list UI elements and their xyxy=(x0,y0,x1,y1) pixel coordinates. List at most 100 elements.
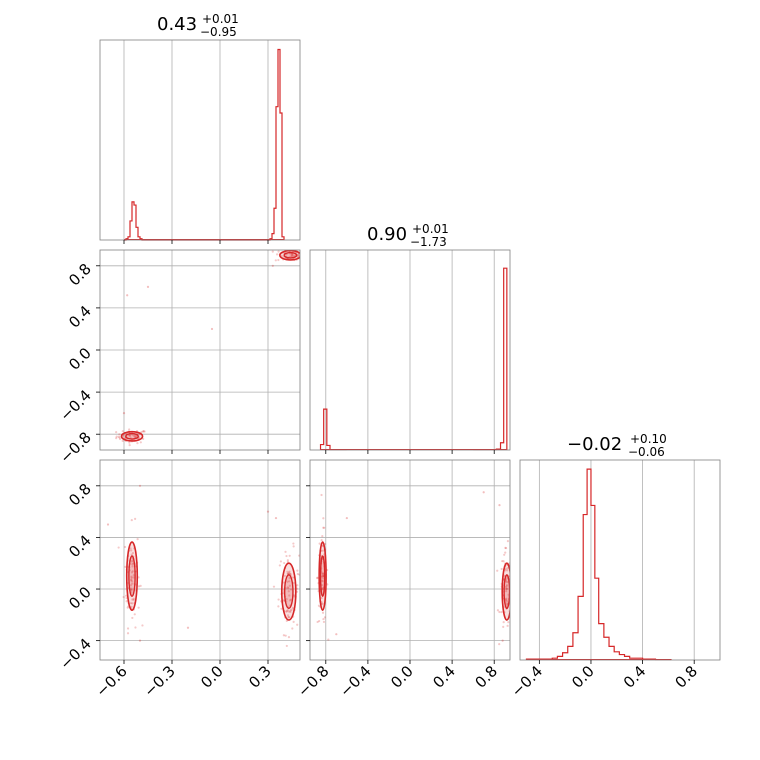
scatter-point xyxy=(320,596,323,600)
scatter-point xyxy=(289,252,292,256)
scatter-point xyxy=(505,597,508,600)
scatter-point xyxy=(131,559,134,562)
data-layer xyxy=(106,48,672,661)
scatter-point xyxy=(127,434,131,437)
scatter-point xyxy=(278,564,281,567)
scatter-point xyxy=(316,576,319,580)
scatter-outlier xyxy=(345,516,348,520)
scatter-point xyxy=(316,620,319,624)
scatter-point xyxy=(286,570,289,573)
title-hist-2-plus: +0.01 xyxy=(412,222,449,236)
scatter-point xyxy=(291,576,294,579)
scatter-outlier xyxy=(122,412,126,415)
title-hist-2-value: 0.90 xyxy=(367,224,407,245)
scatter-point xyxy=(130,553,133,556)
scatter-point xyxy=(118,436,121,439)
scatter-point xyxy=(288,570,291,573)
xtick-label-col3: 0.4 xyxy=(620,662,650,692)
xtick-label-col3: 0.0 xyxy=(568,662,598,692)
contour-outer-1 xyxy=(280,562,297,621)
scatter-point xyxy=(128,434,131,437)
histogram-hist-2 xyxy=(319,267,508,451)
scatter-point xyxy=(291,627,294,630)
scatter-point xyxy=(282,581,285,584)
scatter-point xyxy=(137,606,140,609)
scatter-point xyxy=(129,584,133,587)
scatter-point xyxy=(122,595,125,599)
scatter-point xyxy=(504,546,508,550)
scatter-point xyxy=(321,574,325,577)
frame-hist-1 xyxy=(99,39,301,241)
scatter-point xyxy=(123,545,127,549)
scatter-point xyxy=(304,255,306,257)
scatter-point xyxy=(115,430,118,434)
scatter-point xyxy=(286,560,289,563)
scatter-point xyxy=(298,554,300,557)
scatter-outlier xyxy=(271,264,274,267)
contour-inner-1 xyxy=(503,574,510,610)
xtick-label-col2: −0.8 xyxy=(294,662,332,700)
scatter-outlier xyxy=(138,484,142,487)
ytick-label-row2: −0.4 xyxy=(56,386,94,424)
scatter-point xyxy=(271,250,274,253)
scatter-point xyxy=(131,598,134,601)
scatter-point xyxy=(129,547,132,550)
scatter-point xyxy=(118,433,121,436)
scatter-point xyxy=(272,585,276,588)
scatter-point xyxy=(134,517,137,520)
scatter-point xyxy=(125,600,128,603)
scatter-point xyxy=(292,542,295,545)
scatter-point xyxy=(128,441,131,444)
scatter-point xyxy=(508,562,510,565)
scatter-point xyxy=(115,435,118,438)
scatter-point xyxy=(503,553,506,556)
scatter-point xyxy=(298,254,300,257)
scatter-point xyxy=(297,253,300,256)
scatter-point xyxy=(498,610,501,614)
title-hist-2-minus: −1.73 xyxy=(410,235,447,249)
scatter-point xyxy=(134,434,137,437)
frame-scatter-3-1 xyxy=(99,459,301,661)
scatter-point xyxy=(130,519,133,522)
scatter-point xyxy=(130,578,133,581)
scatter-point xyxy=(287,610,291,613)
scatter-point xyxy=(505,587,508,590)
scatter-point xyxy=(501,559,504,563)
scatter-point xyxy=(505,584,508,587)
scatter-point xyxy=(511,622,513,624)
scatter-point xyxy=(502,625,505,628)
scatter-point xyxy=(504,569,507,572)
scatter-point xyxy=(320,538,323,542)
scatter-point xyxy=(129,434,132,438)
ytick-label-row3: 0.8 xyxy=(65,480,95,510)
scatter-point xyxy=(317,604,321,607)
scatter-point xyxy=(134,435,137,438)
scatter-point xyxy=(505,578,508,581)
scatter-outlier xyxy=(146,285,150,288)
scatter-outlier xyxy=(126,294,129,297)
scatter-point xyxy=(126,606,129,609)
scatter-point xyxy=(126,632,130,635)
scatter-point xyxy=(122,434,125,437)
scatter-outlier xyxy=(138,639,142,642)
xtick-label-col2: 0.4 xyxy=(429,662,459,692)
scatter-point xyxy=(321,588,324,591)
scatter-point xyxy=(318,542,321,545)
scatter-point xyxy=(291,253,294,256)
ytick-label-row2: 0.0 xyxy=(65,344,95,374)
scatter-point xyxy=(130,560,133,563)
scatter-point xyxy=(285,597,288,601)
scatter-point xyxy=(289,572,292,576)
scatter-point xyxy=(301,251,303,253)
ytick-label-row2: 0.4 xyxy=(65,302,95,332)
scatter-point xyxy=(124,565,127,568)
scatter-point xyxy=(321,577,325,580)
scatter-outlier xyxy=(335,633,338,636)
title-hist-1: 0.43 +0.01 −0.95 xyxy=(157,12,239,39)
scatter-point xyxy=(130,575,133,578)
scatter-point xyxy=(321,549,325,552)
scatter-point xyxy=(139,584,142,587)
scatter-point xyxy=(300,254,302,256)
scatter-point xyxy=(327,638,330,641)
